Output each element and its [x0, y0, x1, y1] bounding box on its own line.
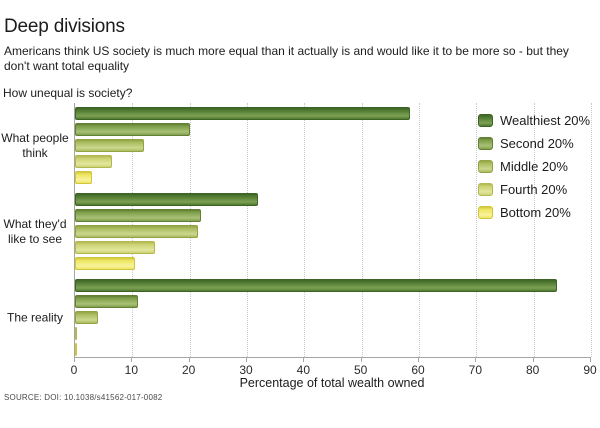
gridline-30 [247, 103, 248, 357]
bar-bottom-20- [75, 343, 77, 356]
bar-wealthiest-20- [75, 193, 259, 206]
tick-mark-40 [303, 358, 305, 362]
gridline-60 [419, 103, 420, 357]
tick-label-50: 50 [353, 363, 368, 377]
tick-mark-80 [532, 358, 534, 362]
tick-label-90: 90 [583, 363, 597, 377]
tick-mark-30 [246, 358, 247, 362]
bar-wealthiest-20- [75, 107, 411, 120]
bar-second-20- [75, 123, 190, 136]
chart-title: Deep divisions [4, 15, 125, 37]
legend-swatch-icon [478, 206, 493, 219]
section-label: How unequal is society? [3, 86, 133, 100]
legend-item-middle-20-: Middle 20% [478, 159, 590, 174]
gridline-80 [533, 103, 535, 357]
gridline-90 [591, 103, 592, 357]
bar-bottom-20- [75, 257, 136, 270]
x-axis: 0 10 20 30 40 50 60 70 80 90 [70, 358, 597, 380]
legend-item-bottom-20-: Bottom 20% [478, 205, 590, 220]
category-label-1: What they'd like to see [3, 216, 67, 246]
tick-mark-50 [360, 358, 362, 362]
bar-group-2 [75, 279, 591, 356]
plot-area [74, 103, 592, 358]
legend: Wealthiest 20% Second 20% Middle 20% Fourth… [478, 113, 591, 229]
tick-label-40: 40 [296, 363, 311, 377]
bar-middle-20- [75, 225, 199, 238]
legend-item-second-20-: Second 20% [478, 136, 590, 151]
category-labels: What people think What they'd like to see… [0, 103, 70, 357]
bar-fourth-20- [75, 155, 113, 168]
bar-second-20- [75, 209, 202, 222]
tick-label-10: 10 [124, 363, 139, 377]
tick-label-60: 60 [411, 363, 425, 377]
tick-label-80: 80 [525, 363, 540, 377]
bar-fourth-20- [75, 241, 156, 254]
legend-label: Fourth 20% [500, 182, 568, 197]
legend-label: Second 20% [500, 136, 574, 151]
legend-swatch-icon [478, 137, 493, 150]
legend-label: Middle 20% [500, 159, 568, 174]
legend-swatch-icon [478, 114, 493, 127]
chart-subtitle: Americans think US society is much more … [4, 44, 569, 74]
legend-label: Wealthiest 20% [500, 113, 591, 128]
legend-swatch-icon [478, 183, 493, 196]
gridline-50 [361, 103, 363, 357]
legend-item-fourth-20-: Fourth 20% [478, 182, 590, 197]
tick-label-20: 20 [181, 363, 196, 377]
tick-mark-60 [418, 358, 419, 362]
category-label-0: What people think [1, 130, 69, 160]
bar-bottom-20- [75, 171, 93, 184]
legend-label: Bottom 20% [500, 205, 571, 220]
tick-label-30: 30 [239, 363, 253, 377]
bar-fourth-20- [75, 327, 77, 340]
tick-mark-0 [74, 358, 75, 362]
tick-mark-20 [188, 358, 190, 362]
gridline-70 [476, 103, 478, 357]
bar-middle-20- [75, 311, 98, 324]
bar-group-0 [75, 107, 591, 184]
tick-mark-10 [131, 358, 133, 362]
bar-middle-20- [75, 139, 144, 152]
bar-group-1 [75, 193, 591, 270]
tick-mark-90 [590, 358, 591, 362]
bar-second-20- [75, 295, 139, 308]
legend-item-wealthiest-20-: Wealthiest 20% [478, 113, 591, 128]
bar-wealthiest-20- [75, 279, 557, 292]
source-note: SOURCE: DOI: 10.1038/s41562-017-0082 [4, 393, 163, 402]
bar-groups [75, 103, 591, 357]
tick-mark-70 [475, 358, 477, 362]
legend-swatch-icon [478, 160, 493, 173]
category-label-2: The reality [6, 310, 64, 324]
gridline-40 [304, 103, 306, 357]
tick-label-70: 70 [468, 363, 483, 377]
tick-label-0: 0 [70, 363, 78, 377]
x-axis-title: Percentage of total wealth owned [239, 376, 425, 390]
